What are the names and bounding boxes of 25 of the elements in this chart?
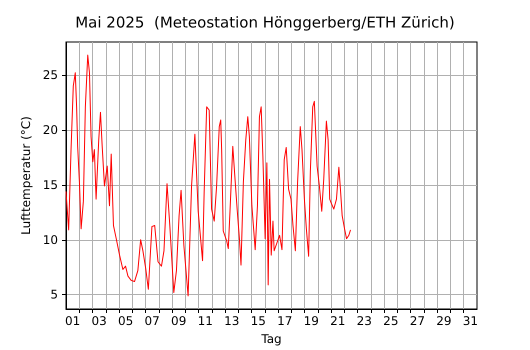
x-tick-label: 27: [410, 314, 425, 328]
x-tick-label: 25: [383, 314, 398, 328]
x-tick-label: 31: [462, 314, 478, 328]
x-tick-label: 23: [356, 314, 372, 328]
x-tick-label: 17: [277, 314, 292, 328]
x-tick-label: 09: [171, 314, 186, 328]
x-tick-label: 07: [144, 314, 160, 328]
x-tick-label: 01: [64, 314, 80, 328]
x-tick-label: 15: [250, 314, 266, 328]
y-axis-title: Lufttemperatur (°C): [18, 116, 33, 235]
x-axis-title: Tag: [260, 332, 282, 346]
y-tick-label: 15: [42, 178, 58, 192]
y-tick-label: 25: [42, 68, 58, 82]
line-series: [66, 54, 352, 296]
x-tick-label: 03: [92, 314, 107, 328]
x-tick-label: 29: [436, 314, 452, 328]
y-tick-label: 5: [50, 288, 58, 302]
x-tick-label: 13: [224, 314, 240, 328]
x-tick-label: 11: [198, 314, 213, 328]
y-tick-label: 20: [42, 122, 58, 137]
x-tick-label: 05: [118, 314, 134, 328]
x-tick-label: 19: [304, 314, 319, 328]
y-tick-label: 10: [42, 232, 58, 247]
chart-title: Mai 2025 (Meteostation Hönggerberg/ETH Zürich): [75, 14, 455, 32]
x-tick-label: 21: [330, 314, 346, 328]
